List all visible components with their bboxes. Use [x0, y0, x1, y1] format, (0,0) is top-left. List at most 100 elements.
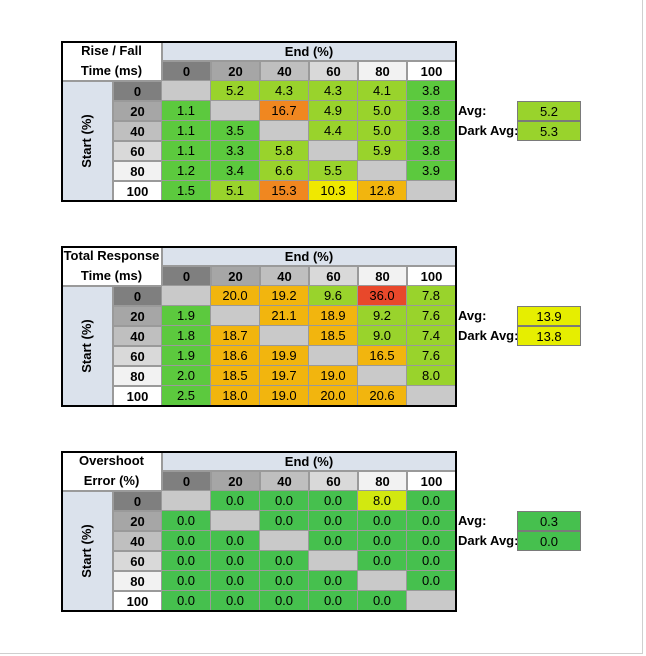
dark-avg-label: Dark Avg:	[458, 533, 519, 548]
value-cell: 0.0	[309, 491, 358, 511]
table-title-line-2: Time (ms)	[80, 268, 143, 283]
table-title-line-1: Rise / Fall	[81, 43, 142, 58]
value-cell: 0.0	[162, 551, 211, 571]
dark-avg-value: 13.8	[517, 326, 581, 346]
value-cell: 5.0	[358, 121, 407, 141]
row-label: 100	[113, 386, 162, 406]
value-cell	[358, 366, 407, 386]
value-cell: 20.6	[358, 386, 407, 406]
value-cell	[211, 306, 260, 326]
value-cell: 8.0	[407, 366, 456, 386]
value-cell: 0.0	[211, 591, 260, 611]
value-cell: 7.4	[407, 326, 456, 346]
col-label: 100	[407, 471, 456, 491]
avg-value: 0.3	[517, 511, 581, 531]
row-header-start: Start (%)	[79, 319, 94, 373]
row-label: 20	[113, 306, 162, 326]
value-cell: 3.8	[407, 121, 456, 141]
col-label: 40	[260, 266, 309, 286]
value-cell: 5.2	[211, 81, 260, 101]
value-cell: 1.1	[162, 101, 211, 121]
col-label: 20	[211, 61, 260, 81]
value-cell: 0.0	[407, 571, 456, 591]
value-cell: 16.5	[358, 346, 407, 366]
table-title-box	[61, 41, 162, 81]
value-cell: 0.0	[407, 551, 456, 571]
value-cell: 0.0	[407, 531, 456, 551]
value-cell: 1.1	[162, 121, 211, 141]
value-cell: 5.0	[358, 101, 407, 121]
value-cell: 18.9	[309, 306, 358, 326]
value-cell: 4.4	[309, 121, 358, 141]
row-label: 0	[113, 491, 162, 511]
value-cell: 18.5	[211, 366, 260, 386]
value-cell: 0.0	[260, 491, 309, 511]
value-cell: 5.8	[260, 141, 309, 161]
value-cell: 9.6	[309, 286, 358, 306]
value-cell: 2.5	[162, 386, 211, 406]
col-label: 40	[260, 61, 309, 81]
value-cell	[211, 101, 260, 121]
row-label: 0	[113, 286, 162, 306]
avg-label: Avg:	[458, 103, 487, 118]
col-label: 40	[260, 471, 309, 491]
row-label: 80	[113, 161, 162, 181]
value-cell	[407, 181, 456, 201]
value-cell	[407, 386, 456, 406]
value-cell: 0.0	[358, 531, 407, 551]
value-cell: 0.0	[358, 591, 407, 611]
value-cell: 0.0	[309, 511, 358, 531]
value-cell: 21.1	[260, 306, 309, 326]
value-cell: 19.0	[309, 366, 358, 386]
col-header-end: End (%)	[162, 246, 456, 266]
value-cell: 9.0	[358, 326, 407, 346]
value-cell: 19.2	[260, 286, 309, 306]
col-label: 0	[162, 266, 211, 286]
value-cell: 3.8	[407, 81, 456, 101]
value-cell	[358, 571, 407, 591]
col-label: 60	[309, 471, 358, 491]
value-cell: 0.0	[358, 551, 407, 571]
row-header-band	[61, 81, 113, 201]
value-cell: 4.3	[309, 81, 358, 101]
row-label: 40	[113, 121, 162, 141]
value-cell: 1.5	[162, 181, 211, 201]
value-cell: 5.1	[211, 181, 260, 201]
value-cell: 0.0	[260, 591, 309, 611]
value-cell: 0.0	[309, 591, 358, 611]
value-cell	[309, 346, 358, 366]
value-cell	[260, 121, 309, 141]
value-cell: 0.0	[162, 571, 211, 591]
value-cell: 0.0	[407, 491, 456, 511]
value-cell	[211, 511, 260, 531]
col-label: 80	[358, 61, 407, 81]
avg-label: Avg:	[458, 513, 487, 528]
value-cell	[162, 81, 211, 101]
value-cell: 3.8	[407, 141, 456, 161]
table-title-line-2: Error (%)	[83, 473, 140, 488]
value-cell: 0.0	[309, 531, 358, 551]
value-cell: 20.0	[211, 286, 260, 306]
value-cell: 5.9	[358, 141, 407, 161]
value-cell: 7.6	[407, 306, 456, 326]
col-header-end: End (%)	[162, 451, 456, 471]
value-cell	[358, 161, 407, 181]
value-cell: 10.3	[309, 181, 358, 201]
row-label: 40	[113, 326, 162, 346]
value-cell: 3.4	[211, 161, 260, 181]
col-label: 80	[358, 471, 407, 491]
col-label: 20	[211, 471, 260, 491]
value-cell: 19.0	[260, 386, 309, 406]
value-cell: 3.8	[407, 101, 456, 121]
value-cell: 36.0	[358, 286, 407, 306]
value-cell	[260, 531, 309, 551]
row-label: 60	[113, 141, 162, 161]
value-cell: 4.3	[260, 81, 309, 101]
row-label: 40	[113, 531, 162, 551]
value-cell: 0.0	[162, 511, 211, 531]
value-cell	[407, 591, 456, 611]
value-cell: 0.0	[211, 531, 260, 551]
row-label: 100	[113, 181, 162, 201]
value-cell: 18.7	[211, 326, 260, 346]
value-cell: 0.0	[358, 511, 407, 531]
